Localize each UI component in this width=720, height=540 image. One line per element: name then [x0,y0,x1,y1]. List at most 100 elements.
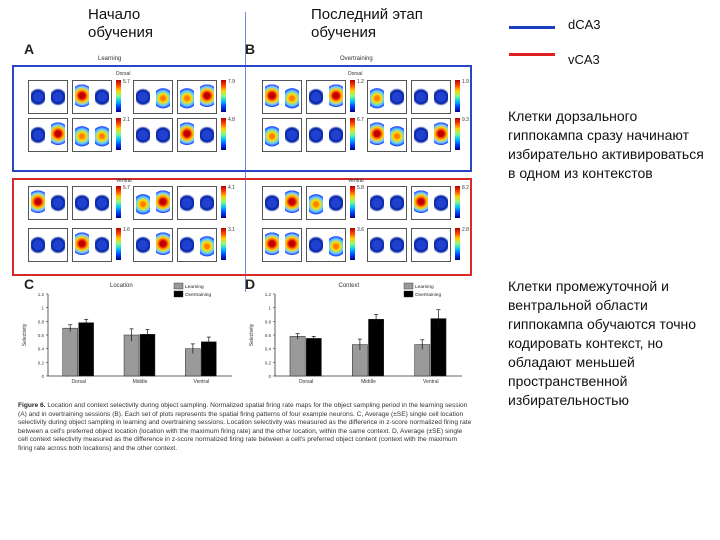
y-tick-label: 1.2 [38,292,45,297]
rate-map-arena [177,228,217,262]
rate-map-hotspot [156,122,170,148]
rate-map-hotspot [156,190,170,216]
rate-map-arena [367,80,407,114]
y-axis-label: Selectivity [249,323,255,346]
rate-map-hotspot [285,122,299,148]
colorbar [350,186,355,218]
rate-map-hotspot [414,232,428,258]
rate-map-hotspot [309,84,323,110]
y-tick-label: 1 [268,306,271,311]
rate-map-hotspot [31,84,45,110]
colorbar-max-label: 1.9 [462,79,469,85]
colorbar [455,80,460,112]
rate-map-arena [262,186,302,220]
bar [139,334,156,377]
colorbar-max-label: 9.3 [462,117,469,123]
colorbar [221,118,226,150]
rate-map-hotspot [200,232,214,258]
legend-swatch [173,282,184,290]
legend-swatch [403,282,414,290]
panel-letter-b: B [245,41,256,57]
y-tick-label: 0 [268,374,271,379]
colorbar-max-label: 5.8 [357,185,364,191]
colorbar-max-label: 6.7 [357,117,364,123]
rate-map-arena [133,80,173,114]
colorbar [116,186,121,218]
rate-map-hotspot [75,84,89,110]
bar [368,319,384,377]
colorbar-max-label: 2.1 [123,117,130,123]
legend-vca3-line [509,53,555,56]
y-tick-label: 0.4 [265,347,272,352]
rate-map-arena [306,186,346,220]
colorbar-max-label: 1.2 [357,79,364,85]
rate-map-hotspot [414,122,428,148]
colorbar-max-label: 4.8 [228,117,235,123]
colorbar-max-label: 3.6 [357,227,364,233]
colorbar-max-label: 8.2 [462,185,469,191]
rate-map-hotspot [51,190,65,216]
header-start-of-training: Начало обучения [88,6,154,41]
bar [78,322,94,377]
panel-letter-c: C [24,276,35,292]
bar [62,327,78,377]
rate-map-hotspot [329,232,343,258]
rate-map-hotspot [434,122,448,148]
rate-map-hotspot [180,84,194,110]
rate-map-arena [177,118,217,152]
legend-swatch [403,290,414,298]
rate-map-arena [28,80,68,114]
colorbar [455,118,460,150]
x-tick-label: Dorsal [299,379,313,385]
legend-dca3-line [509,26,555,29]
rate-map-arena [411,80,451,114]
rate-map-hotspot [95,190,109,216]
y-tick-label: 0.8 [265,319,272,324]
rate-map-arena [262,80,302,114]
colorbar [455,186,460,218]
colorbar-max-label: 5.7 [123,185,130,191]
x-tick-label: Ventral [423,379,439,385]
panel-b-title: Overtraining [340,56,373,62]
panel-b-dorsal-label: Dorsal [348,71,363,77]
panel-a-ventral-label: Ventral [116,178,132,184]
x-tick-label: Ventral [194,379,210,385]
rate-map-hotspot [265,122,279,148]
colorbar [221,80,226,112]
legend-swatch [173,290,184,298]
rate-map-hotspot [75,122,89,148]
rate-map-hotspot [200,84,214,110]
y-axis-label: Selectivity [22,323,28,346]
chart-title: Location [110,283,133,289]
colorbar-max-label: 4.1 [228,185,235,191]
chart-title: Context [339,283,360,289]
legend-label: Learning [415,284,434,290]
rate-map-hotspot [95,232,109,258]
colorbar [350,118,355,150]
colorbar [350,80,355,112]
y-tick-label: 0.6 [265,333,272,338]
rate-map-hotspot [309,232,323,258]
rate-map-hotspot [51,122,65,148]
rate-map-hotspot [180,122,194,148]
y-tick-label: 0.8 [38,319,45,324]
panel-letter-d: D [245,276,256,292]
x-tick-label: Dorsal [71,379,85,385]
y-tick-label: 0.4 [38,347,45,352]
y-tick-label: 1.2 [265,292,272,297]
y-tick-label: 0 [41,374,44,379]
rate-map-hotspot [370,84,384,110]
y-tick-label: 0.6 [38,333,45,338]
caption-text: Location and context selectivity during … [18,402,472,452]
rate-map-arena [133,228,173,262]
rate-map-hotspot [136,190,150,216]
rate-map-hotspot [95,122,109,148]
rate-map-hotspot [434,84,448,110]
colorbar-max-label: 5.7 [123,79,130,85]
rate-map-arena [411,118,451,152]
bar [289,336,306,377]
rate-map-arena [72,118,112,152]
rate-map-hotspot [370,190,384,216]
rate-map-hotspot [95,84,109,110]
rate-map-hotspot [285,232,299,258]
